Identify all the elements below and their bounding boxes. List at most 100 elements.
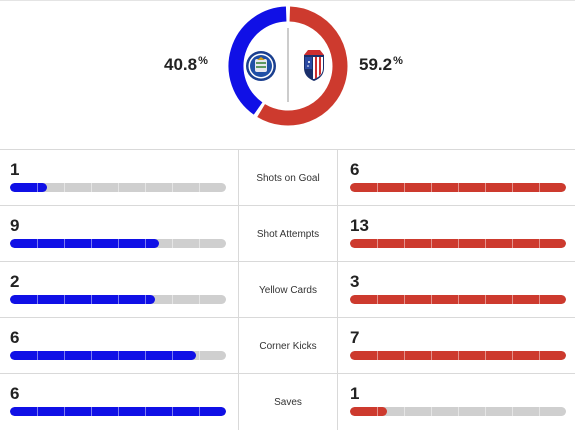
away-stat-value: 3: [350, 272, 360, 291]
away-stat-bar-fill: [350, 239, 566, 248]
away-possession-arc: [257, 6, 348, 126]
home-stat-bar-fill: [10, 407, 226, 416]
away-stat-bar-fill: [350, 183, 566, 192]
bar-segment-divider: [539, 407, 540, 416]
stat-label: Shots on Goal: [238, 150, 338, 206]
bar-segment-divider: [172, 183, 173, 192]
bar-segment-divider: [458, 183, 459, 192]
bar-segment-divider: [118, 407, 119, 416]
bar-segment-divider: [172, 407, 173, 416]
away-stat-bar-fill: [350, 351, 566, 360]
home-stat-bar: [10, 239, 226, 248]
atletico-madrid-crest-icon: [304, 50, 324, 81]
home-possession-arc: [228, 6, 287, 115]
bar-segment-divider: [172, 295, 173, 304]
stat-row: 2 Yellow Cards 3: [0, 261, 575, 318]
bar-segment-divider: [199, 183, 200, 192]
home-stat-bar: [10, 351, 226, 360]
home-stat-bar-fill: [10, 183, 47, 192]
bar-segment-divider: [199, 351, 200, 360]
bar-segment-divider: [64, 183, 65, 192]
bar-segment-divider: [64, 351, 65, 360]
bar-segment-divider: [37, 407, 38, 416]
home-stat-bar: [10, 183, 226, 192]
home-stat-value: 9: [10, 216, 20, 235]
away-stat-value: 13: [350, 216, 369, 235]
bar-segment-divider: [377, 183, 378, 192]
bar-segment-divider: [539, 351, 540, 360]
bar-segment-divider: [404, 407, 405, 416]
bar-segment-divider: [91, 407, 92, 416]
bar-segment-divider: [485, 407, 486, 416]
bar-segment-divider: [431, 183, 432, 192]
away-stat-bar: [350, 295, 566, 304]
bar-segment-divider: [431, 351, 432, 360]
away-stat-value: 1: [350, 384, 360, 403]
stat-label: Shot Attempts: [238, 206, 338, 262]
away-possession: 59.2%: [359, 55, 403, 74]
away-stat-bar-fill: [350, 407, 387, 416]
bar-segment-divider: [172, 351, 173, 360]
bar-segment-divider: [404, 183, 405, 192]
stat-row: 1 Shots on Goal 6: [0, 149, 575, 206]
bar-segment-divider: [91, 239, 92, 248]
home-stat-bar-fill: [10, 351, 196, 360]
bar-segment-divider: [431, 407, 432, 416]
bar-segment-divider: [404, 295, 405, 304]
bar-segment-divider: [377, 239, 378, 248]
home-stat-bar-fill: [10, 295, 155, 304]
bar-segment-divider: [145, 407, 146, 416]
stat-label: Saves: [238, 374, 338, 430]
bar-segment-divider: [145, 183, 146, 192]
away-stat-bar: [350, 183, 566, 192]
bar-segment-divider: [199, 295, 200, 304]
stat-row: 6 Saves 1: [0, 373, 575, 430]
away-stat-value: 7: [350, 328, 360, 347]
bar-segment-divider: [37, 351, 38, 360]
bar-segment-divider: [512, 407, 513, 416]
possession-section: 40.8% 59.2%: [0, 0, 575, 140]
bar-segment-divider: [377, 351, 378, 360]
bar-segment-divider: [512, 351, 513, 360]
bar-segment-divider: [539, 295, 540, 304]
bar-segment-divider: [458, 407, 459, 416]
bar-segment-divider: [64, 239, 65, 248]
bar-segment-divider: [172, 239, 173, 248]
home-stat-bar: [10, 295, 226, 304]
possession-donut: [228, 6, 348, 126]
bar-segment-divider: [458, 351, 459, 360]
bar-segment-divider: [145, 351, 146, 360]
bar-segment-divider: [377, 295, 378, 304]
bar-segment-divider: [37, 183, 38, 192]
bar-segment-divider: [485, 351, 486, 360]
home-stat-bar: [10, 407, 226, 416]
bar-segment-divider: [91, 351, 92, 360]
bar-segment-divider: [512, 295, 513, 304]
bar-segment-divider: [404, 239, 405, 248]
bar-segment-divider: [431, 239, 432, 248]
bar-segment-divider: [37, 239, 38, 248]
bar-segment-divider: [485, 239, 486, 248]
home-stat-value: 1: [10, 160, 20, 179]
top-divider: [0, 0, 575, 1]
bar-segment-divider: [404, 351, 405, 360]
home-stat-value: 6: [10, 328, 20, 347]
home-stat-value: 6: [10, 384, 20, 403]
bar-segment-divider: [199, 407, 200, 416]
bar-segment-divider: [118, 351, 119, 360]
bar-segment-divider: [37, 295, 38, 304]
bar-segment-divider: [145, 295, 146, 304]
away-stat-bar-fill: [350, 295, 566, 304]
stat-label: Corner Kicks: [238, 318, 338, 374]
away-stat-value: 6: [350, 160, 360, 179]
home-possession: 40.8%: [164, 55, 208, 74]
bar-segment-divider: [91, 183, 92, 192]
away-stat-bar: [350, 407, 566, 416]
stat-row: 9 Shot Attempts 13: [0, 205, 575, 262]
bar-segment-divider: [485, 183, 486, 192]
stat-row: 6 Corner Kicks 7: [0, 317, 575, 374]
bar-segment-divider: [118, 183, 119, 192]
bar-segment-divider: [145, 239, 146, 248]
bar-segment-divider: [91, 295, 92, 304]
bar-segment-divider: [512, 183, 513, 192]
